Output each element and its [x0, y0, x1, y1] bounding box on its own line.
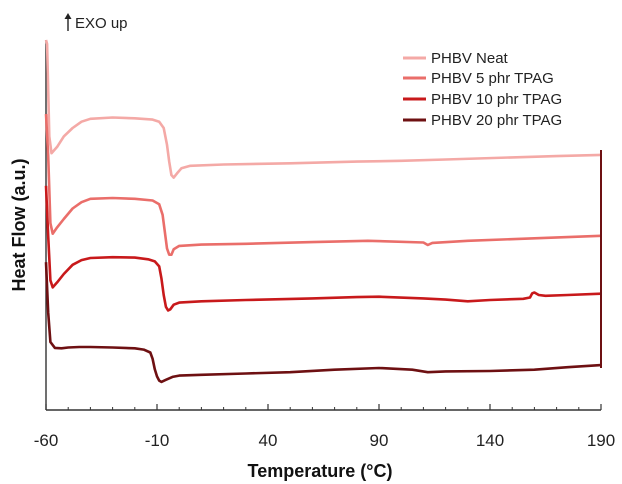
- exo-up-label: EXO up: [75, 15, 128, 32]
- series-line: [44, 185, 602, 312]
- x-tick-label: 40: [259, 431, 278, 450]
- series-line: [44, 113, 602, 256]
- y-axis-title: Heat Flow (a.u.): [9, 158, 29, 291]
- exo-up-arrowhead-icon: [64, 13, 72, 19]
- exo-annotation: EXO up: [64, 13, 128, 32]
- series-line: [44, 262, 602, 384]
- legend-label: PHBV 5 phr TPAG: [431, 70, 554, 87]
- x-tick-label: -60: [34, 431, 59, 450]
- x-tick-label: -10: [145, 431, 170, 450]
- x-tick-label: 190: [587, 431, 615, 450]
- series-line: [44, 39, 602, 179]
- x-tick-label: 90: [370, 431, 389, 450]
- legend-label: PHBV 20 phr TPAG: [431, 112, 562, 129]
- legend-item: PHBV 20 phr TPAG: [403, 112, 562, 129]
- x-tick-label: 140: [476, 431, 504, 450]
- series-lines: [44, 39, 602, 384]
- legend-item: PHBV 10 phr TPAG: [403, 91, 562, 108]
- x-ticks: -60 -10 40 90 140 190: [34, 404, 615, 450]
- legend-label: PHBV 10 phr TPAG: [431, 91, 562, 108]
- legend-label: PHBV Neat: [431, 50, 509, 67]
- legend-item: PHBV 5 phr TPAG: [403, 70, 554, 87]
- legend-item: PHBV Neat: [403, 50, 509, 67]
- x-axis-title: Temperature (°C): [248, 461, 393, 481]
- legend: PHBV Neat PHBV 5 phr TPAG PHBV 10 phr TP…: [403, 50, 562, 129]
